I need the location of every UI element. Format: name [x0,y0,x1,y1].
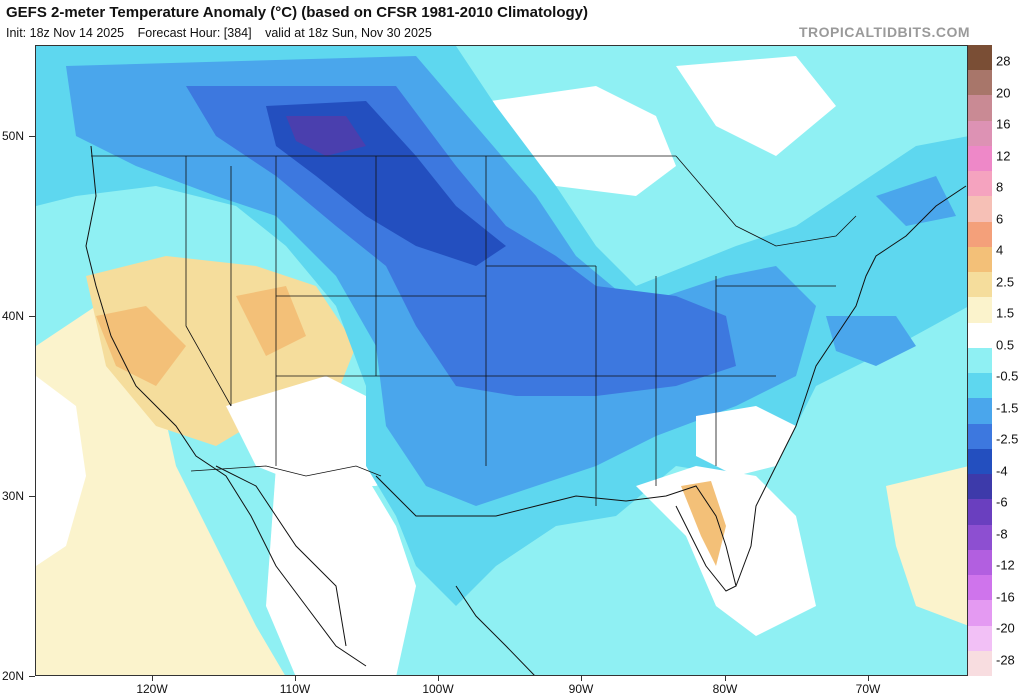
lat-tick-30 [29,496,35,497]
lon-label-100w: 100W [422,682,454,696]
colorbar-label: -20 [996,620,1015,636]
anomaly-map-svg [36,46,967,675]
colorbar-segment [968,120,992,147]
colorbar-label: -12 [996,557,1015,573]
colorbar-label: 20 [996,85,1011,101]
atlantic-warm-field [886,466,967,626]
colorbar-segment [968,474,992,500]
lat-label-20n: 20N [2,669,25,683]
lon-tick-100 [438,676,439,681]
great-basin-warm-field [96,306,186,386]
state-borders [91,155,857,506]
florida-warm-field [681,481,726,566]
colorbar-segment [968,196,992,223]
colorbar: 28 20 16 12 8 6 4 2.5 1.5 0.5 -0.5 -1.5 -2.5 -4 -6 -8 -1… [968,45,1024,677]
forecast-hour: Forecast Hour: [384] [137,26,252,40]
colorbar-label: 8 [996,179,1004,195]
colorbar-segment [968,272,992,298]
colorbar-segment [968,499,992,526]
colorbar-segment [968,448,992,475]
colorbar-segment [968,70,992,96]
lon-tick-80 [725,676,726,681]
atlantic-cold-pocket [826,316,916,366]
colorbar-segment [968,600,992,626]
brand-watermark: TROPICALTIDBITS.COM [798,24,970,40]
colorbar-label: 16 [996,116,1011,132]
colorbar-label: 12 [996,148,1011,164]
lat-tick-50 [29,136,35,137]
colorbar-segment [968,221,992,248]
colorbar-segment [968,575,992,601]
colorbar-label: 6 [996,211,1004,227]
pacific-coastline [85,145,367,667]
colorbar-segment [968,549,992,576]
colorbar-label: -0.5 [996,368,1019,384]
lat-tick-20 [29,676,35,677]
colorbar-label: -4 [996,463,1008,479]
colorbar-segment [968,650,992,677]
mexico-neutral-field [266,466,416,675]
map-title: GEFS 2-meter Temperature Anomaly (°C) (b… [6,4,588,21]
colorbar-segment [968,297,992,324]
nevada-border [185,156,232,407]
colorbar-label: -16 [996,589,1015,605]
gulf-of-california-coast [215,465,347,647]
colorbar-label: 1.5 [996,305,1015,321]
valid-time: valid at 18z Sun, Nov 30 2025 [265,26,432,40]
maritimes-cold-pocket [876,176,956,226]
atlantic-coastline [735,185,967,587]
colorbar-segment [968,524,992,551]
lon-label-120w: 120W [136,682,168,696]
cold-anomaly-peak [286,116,366,156]
colorbar-segment [968,398,992,425]
colorbar-label: 4 [996,242,1004,258]
mexico-east-coast [455,585,535,675]
colorbar-segment [968,171,992,197]
lon-tick-70 [868,676,869,681]
colorbar-segment [968,95,992,122]
great-lakes-border [675,155,857,247]
quebec-neutral-field [676,56,836,156]
colorbar-label: 2.5 [996,274,1015,290]
colorbar-segment [968,45,992,71]
lon-label-90w: 90W [568,682,594,696]
colorbar-label: -2.5 [996,431,1019,447]
lon-tick-90 [581,676,582,681]
colorbar-label: 0.5 [996,337,1015,353]
colorbar-label: -28 [996,652,1015,668]
lat-tick-40 [29,316,35,317]
colorbar-segment [968,246,992,273]
lat-label-50n: 50N [2,129,25,143]
carolinas-neutral-field [696,406,796,476]
canada-neutral-field [456,86,676,196]
colorbar-label: -1.5 [996,400,1019,416]
lon-label-70w: 70W [855,682,881,696]
colorbar-segment [968,625,992,652]
pacific-warm-field [36,306,285,675]
lat-label-40n: 40N [2,309,25,323]
colorbar-label: 28 [996,53,1011,69]
init-time: Init: 18z Nov 14 2025 [6,26,125,40]
lon-tick-120 [152,676,153,681]
anomaly-map [35,45,968,676]
colorbar-segment [968,145,992,172]
lat-label-30n: 30N [2,489,25,503]
colorbar-segment [968,373,992,399]
lon-tick-110 [295,676,296,681]
lon-label-80w: 80W [712,682,738,696]
pacific-neutral-field [36,376,86,566]
colorbar-segment [968,347,992,374]
utah-warm-field [236,286,306,356]
colorbar-segment [968,423,992,450]
us-mexico-border [190,465,382,477]
map-subtitle: Init: 18z Nov 14 2025 Forecast Hour: [38… [6,26,442,40]
colorbar-label: -6 [996,494,1008,510]
colorbar-segment [968,322,992,349]
gulf-coastline [375,475,737,592]
southeast-neutral-field [636,466,816,636]
lon-label-110w: 110W [279,682,311,696]
colorbar-label: -8 [996,526,1008,542]
coastlines [85,145,967,675]
